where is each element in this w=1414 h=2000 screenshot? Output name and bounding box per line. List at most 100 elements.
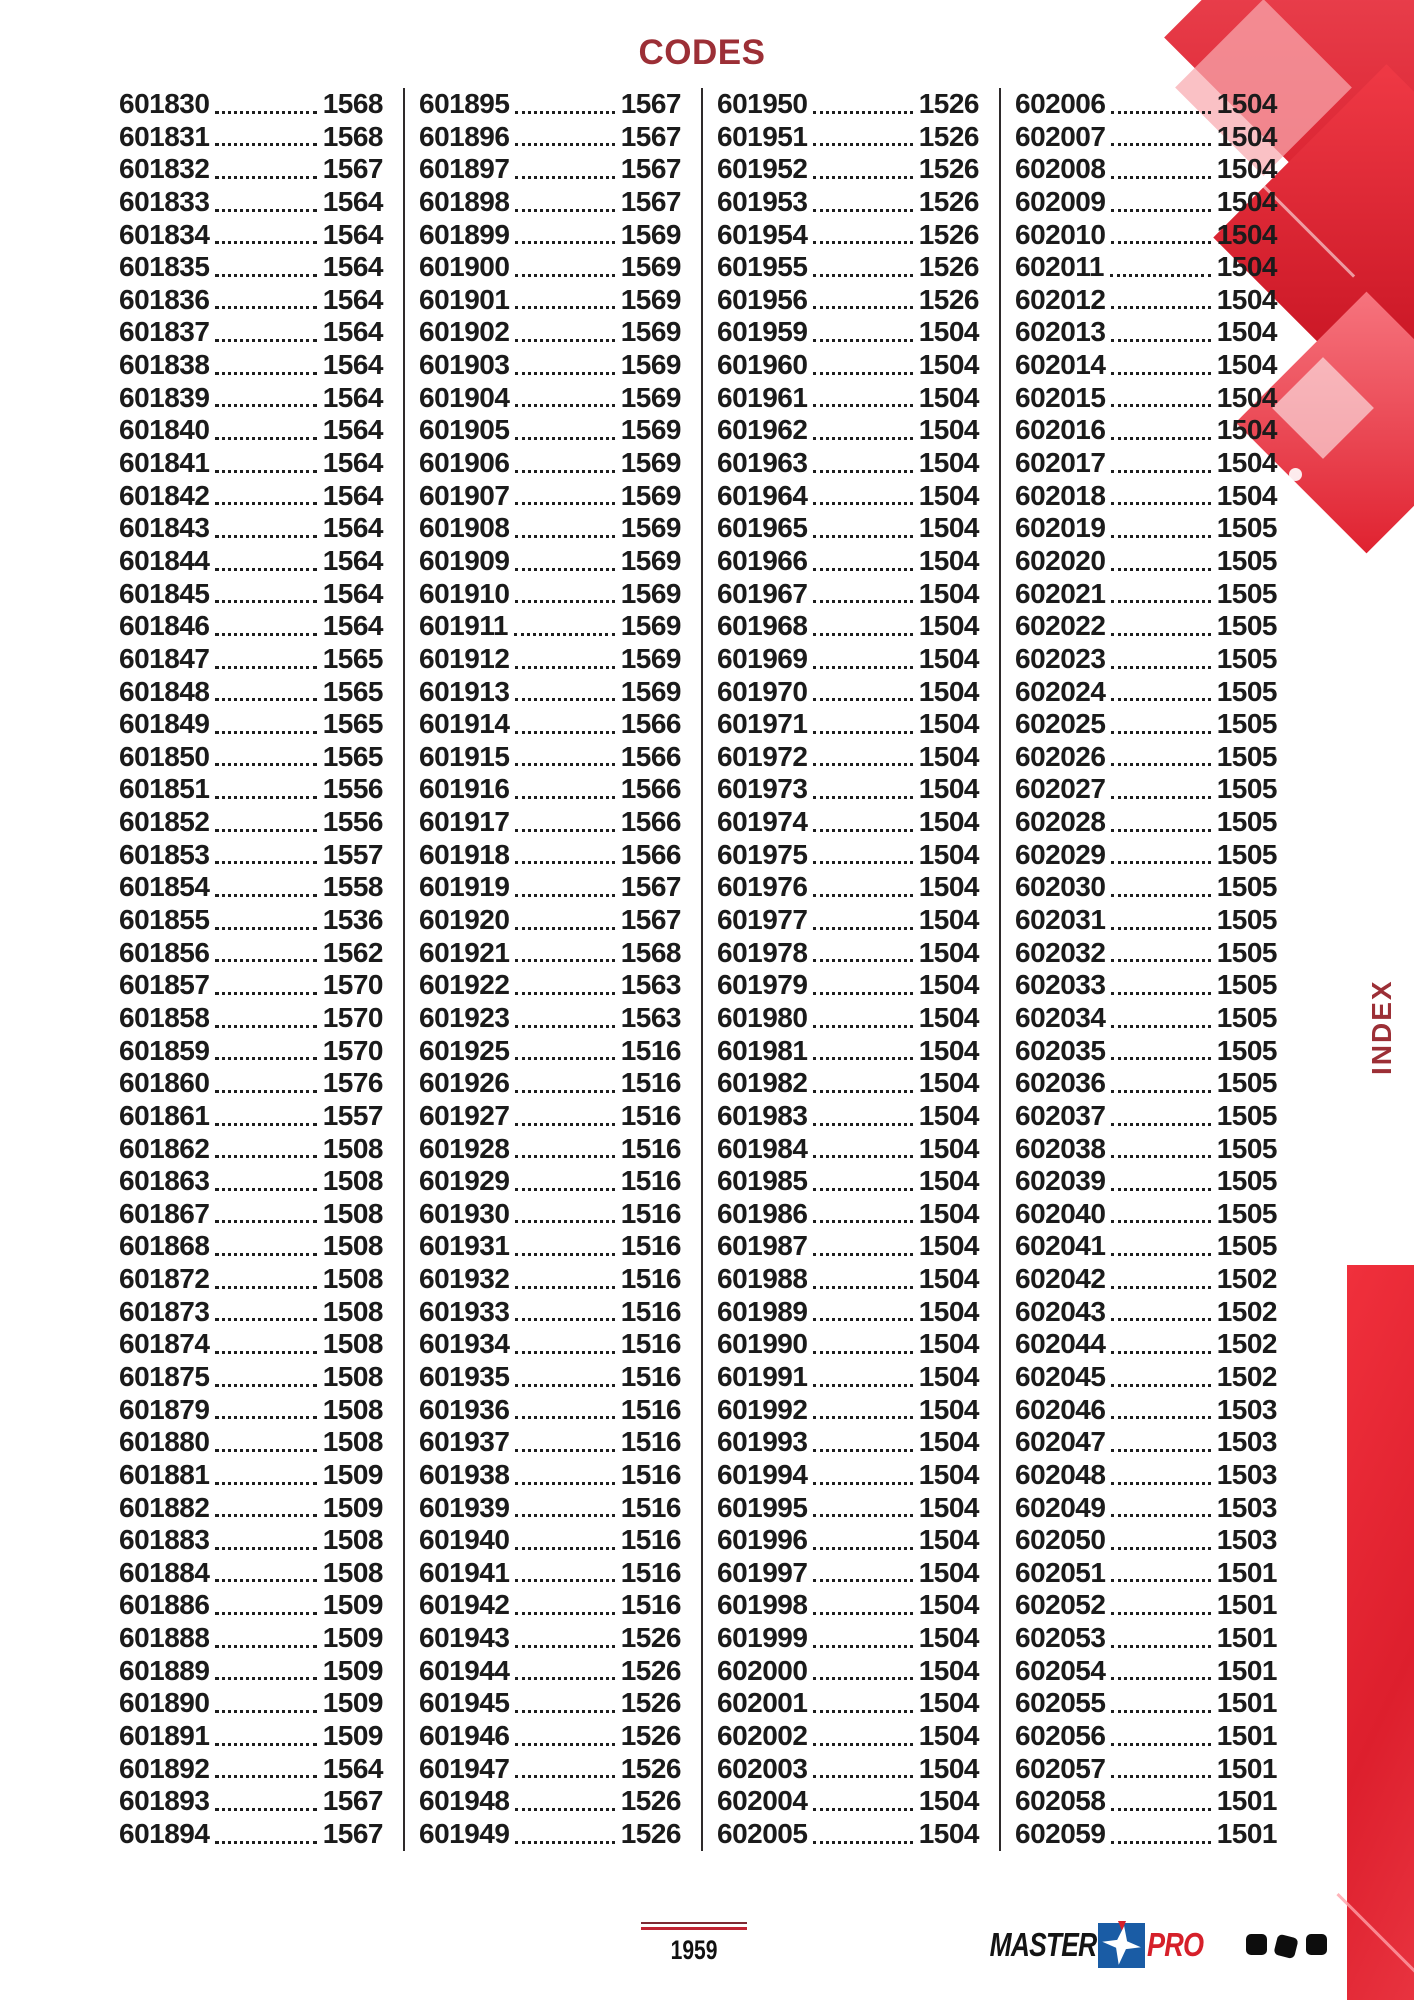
dot-leader	[513, 969, 616, 1002]
dot-leader	[513, 414, 616, 447]
dot-leader	[213, 1100, 318, 1133]
code-row: 601880 1508	[119, 1426, 384, 1459]
code-row: 601928 1516	[419, 1132, 682, 1166]
item-code: 601928	[419, 1132, 510, 1164]
item-page: 1566	[620, 806, 682, 838]
code-row: 602012 1504	[1015, 284, 1278, 317]
item-code: 602018	[1015, 479, 1106, 511]
item-page: 1509	[322, 1589, 384, 1621]
item-page: 1504	[918, 544, 980, 576]
item-page: 1526	[620, 1622, 682, 1654]
item-code: 601858	[119, 1001, 210, 1033]
dot-leader	[1109, 414, 1212, 447]
item-code: 601940	[419, 1524, 510, 1556]
dot-leader	[213, 1067, 318, 1100]
item-page: 1504	[918, 479, 980, 511]
dot-leader	[1109, 1002, 1212, 1035]
item-code: 601962	[717, 414, 808, 446]
item-page: 1516	[620, 1458, 682, 1490]
dot-leader	[513, 871, 616, 904]
code-row: 601951 1526	[717, 121, 980, 154]
code-row: 601903 1569	[419, 349, 682, 382]
item-page: 1505	[1216, 740, 1278, 772]
item-code: 601986	[717, 1197, 808, 1229]
dot-leader	[1109, 1720, 1212, 1753]
code-row: 601909 1569	[419, 544, 682, 578]
item-code: 601970	[717, 675, 808, 707]
item-page: 1526	[918, 185, 980, 217]
code-row: 601937 1516	[419, 1426, 682, 1459]
item-code: 601985	[717, 1165, 808, 1197]
dot-leader	[1109, 153, 1212, 186]
item-code: 601880	[119, 1426, 210, 1458]
dot-leader	[1109, 1263, 1212, 1296]
code-row: 601834 1564	[119, 219, 384, 252]
dot-leader	[213, 1492, 318, 1525]
item-page: 1503	[1216, 1458, 1278, 1490]
item-code: 602048	[1015, 1458, 1106, 1490]
dot-leader	[213, 1361, 318, 1394]
code-row: 601835 1564	[119, 251, 384, 284]
dot-leader	[213, 382, 318, 415]
codes-table: 601830 1568 601831 1568 601832 1567 601833 1564…	[105, 88, 1297, 1851]
code-row: 601920 1567	[419, 904, 682, 937]
dot-leader	[513, 1133, 616, 1166]
item-page: 1508	[322, 1295, 384, 1327]
code-row: 601910 1569	[419, 578, 682, 611]
item-page: 1565	[322, 708, 384, 740]
dot-leader	[811, 1622, 914, 1655]
item-page: 1557	[322, 1099, 384, 1131]
item-code: 601933	[419, 1295, 510, 1327]
red-side-bar	[1347, 1265, 1414, 2000]
code-row: 601950 1526	[717, 88, 980, 121]
code-row: 601942 1516	[419, 1589, 682, 1622]
code-row: 602022 1505	[1015, 610, 1278, 643]
code-row: 601891 1509	[119, 1720, 384, 1753]
dot-leader	[213, 349, 318, 382]
item-code: 602004	[717, 1785, 808, 1817]
dot-leader	[513, 1328, 616, 1361]
code-row: 601935 1516	[419, 1360, 682, 1394]
item-code: 602020	[1015, 544, 1106, 576]
item-page: 1504	[918, 447, 980, 479]
code-row: 601923 1563	[419, 1002, 682, 1035]
item-page: 1504	[918, 1622, 980, 1654]
dot-leader	[513, 1426, 616, 1459]
item-page: 1567	[620, 871, 682, 903]
item-page: 1564	[322, 251, 384, 283]
item-page: 1508	[322, 1393, 384, 1425]
code-row: 601962 1504	[717, 414, 980, 447]
dot-leader	[811, 610, 914, 643]
code-row: 601896 1567	[419, 121, 682, 154]
dot-leader	[1109, 1785, 1212, 1818]
item-page: 1567	[620, 88, 682, 119]
dot-leader	[513, 1785, 616, 1818]
dot-leader	[513, 545, 616, 578]
dot-leader	[1109, 1361, 1212, 1394]
item-page: 1565	[322, 740, 384, 772]
code-row: 601886 1509	[119, 1589, 384, 1622]
item-code: 601840	[119, 414, 210, 446]
code-row: 601971 1504	[717, 708, 980, 741]
dot-leader	[811, 578, 914, 611]
dot-leader	[1109, 741, 1212, 774]
item-page: 1536	[322, 904, 384, 936]
item-page: 1504	[1216, 218, 1278, 250]
item-page: 1569	[620, 512, 682, 544]
item-page: 1562	[322, 936, 384, 968]
dot-leader	[811, 1492, 914, 1525]
item-code: 602024	[1015, 675, 1106, 707]
item-code: 602002	[717, 1720, 808, 1752]
dot-leader	[811, 480, 914, 513]
item-code: 601935	[419, 1360, 510, 1392]
item-code: 601995	[717, 1491, 808, 1523]
code-row: 602027 1505	[1015, 773, 1278, 806]
item-code: 601909	[419, 544, 510, 576]
dot-leader	[213, 1263, 318, 1296]
item-page: 1504	[918, 1132, 980, 1164]
dot-leader	[513, 643, 616, 676]
code-row: 602028 1505	[1015, 806, 1278, 839]
item-code: 601860	[119, 1067, 210, 1099]
code-row: 601851 1556	[119, 773, 384, 806]
item-code: 601892	[119, 1752, 210, 1784]
